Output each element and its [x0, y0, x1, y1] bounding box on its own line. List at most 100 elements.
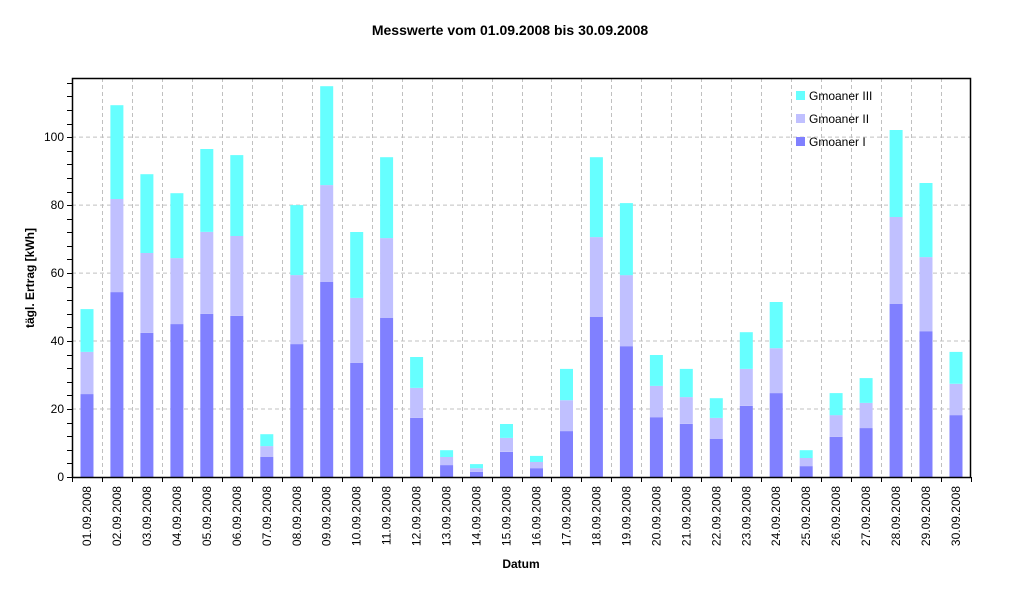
bar-segment	[889, 217, 903, 304]
x-tick-label: 01.09.2008	[80, 486, 94, 546]
x-tick-label: 21.09.2008	[679, 486, 693, 546]
bar-segment	[260, 456, 274, 477]
plot-frame	[71, 77, 972, 479]
bar-segment	[649, 417, 663, 477]
bar-segment	[530, 462, 543, 469]
x-tick-label: 20.09.2008	[649, 486, 663, 546]
x-tick-label: 04.09.2008	[170, 486, 184, 546]
x-tick-label: 24.09.2008	[769, 486, 783, 546]
bar-segment	[739, 368, 753, 406]
bar-segment	[560, 400, 573, 432]
bar-segment	[500, 424, 513, 438]
bar-segment	[739, 332, 753, 369]
bar-segment	[709, 438, 723, 477]
bar-segment	[230, 155, 244, 236]
y-tick-label: 60	[51, 266, 65, 280]
bar-segment	[530, 468, 543, 477]
bar-segment	[110, 105, 124, 199]
bar-segment	[110, 292, 124, 477]
bar-segment	[949, 415, 963, 477]
bar-segment	[290, 205, 304, 276]
bar-segment	[140, 332, 154, 477]
chart-title: Messwerte vom 01.09.2008 bis 30.09.2008	[371, 22, 649, 38]
legend: Gmoaner III Gmoaner II Gmoaner I	[796, 84, 872, 153]
bar-segment	[769, 348, 783, 394]
bar-segment	[949, 351, 963, 384]
x-tick-label: 19.09.2008	[619, 486, 633, 546]
y-axis-label: tägl. Ertrag [kWh]	[23, 227, 37, 329]
bar-segment	[919, 183, 933, 258]
x-tick-label: 27.09.2008	[859, 486, 873, 546]
bar-segment	[410, 388, 424, 418]
bar-segment	[889, 130, 903, 217]
x-tick-label: 09.09.2008	[320, 486, 334, 546]
x-tick-label: 16.09.2008	[529, 486, 543, 546]
bar-segment	[769, 302, 783, 349]
x-tick-label: 06.09.2008	[230, 486, 244, 546]
bar-segment	[440, 465, 454, 477]
bar-segment	[380, 157, 394, 239]
bar-segment	[350, 232, 364, 298]
bar-segment	[320, 185, 334, 282]
bar-segment	[829, 436, 843, 477]
bar-segment	[350, 297, 364, 363]
y-tick-label: 40	[51, 334, 65, 348]
x-tick-label: 05.09.2008	[200, 486, 214, 546]
bar-segment	[949, 383, 963, 416]
x-tick-label: 30.09.2008	[949, 486, 963, 546]
legend-swatch-icon	[796, 114, 805, 123]
bar-segment	[320, 86, 334, 186]
bar-segment	[170, 258, 184, 324]
bar-segment	[200, 313, 214, 477]
x-tick-label: 03.09.2008	[140, 486, 154, 546]
bar-segment	[500, 437, 513, 452]
legend-swatch-icon	[796, 137, 805, 146]
x-axis-label: Datum	[502, 557, 540, 571]
bar-segment	[170, 324, 184, 477]
bar-segment	[709, 398, 723, 418]
bar-segment	[619, 203, 633, 276]
bar-segment	[589, 316, 603, 477]
bar-segment	[320, 281, 334, 477]
legend-item-gmoaner-i: Gmoaner I	[796, 130, 872, 153]
bar-segment	[769, 393, 783, 477]
bar-segment	[889, 304, 903, 477]
bar-segment	[530, 455, 543, 462]
x-tick-label: 17.09.2008	[559, 486, 573, 546]
x-tick-label: 26.09.2008	[829, 486, 843, 546]
x-tick-label: 28.09.2008	[889, 486, 903, 546]
x-tick-label: 15.09.2008	[500, 486, 514, 546]
bar-segment	[470, 464, 483, 469]
bar-segment	[410, 357, 424, 388]
x-tick-label: 12.09.2008	[410, 486, 424, 546]
legend-item-gmoaner-iii: Gmoaner III	[796, 84, 872, 107]
bar-segment	[829, 393, 843, 416]
bar-segment	[679, 368, 693, 398]
bar-segment	[110, 199, 124, 293]
legend-label: Gmoaner III	[809, 88, 873, 103]
bar-segment	[619, 346, 633, 477]
bar-segment	[470, 468, 483, 472]
legend-item-gmoaner-ii: Gmoaner II	[796, 107, 872, 130]
y-tick-label: 80	[51, 198, 65, 212]
x-tick-label: 02.09.2008	[110, 486, 124, 546]
bar-segment	[80, 351, 94, 394]
x-tick-label: 22.09.2008	[709, 486, 723, 546]
x-tick-label: 07.09.2008	[260, 486, 274, 546]
bar-segment	[919, 331, 933, 477]
x-tick-label: 25.09.2008	[799, 486, 813, 546]
legend-label: Gmoaner II	[809, 111, 870, 126]
x-tick-label: 23.09.2008	[739, 486, 753, 546]
bar-segment	[80, 394, 94, 477]
bar-segment	[500, 451, 513, 477]
bar-segment	[440, 450, 454, 457]
bar-segment	[290, 344, 304, 477]
bar-segment	[739, 406, 753, 477]
bar-segment	[560, 431, 573, 477]
x-tick-label: 10.09.2008	[350, 486, 364, 546]
bar-segment	[679, 424, 693, 477]
bar-segment	[679, 397, 693, 424]
bar-segment	[799, 450, 813, 458]
bar-segment	[200, 149, 214, 232]
